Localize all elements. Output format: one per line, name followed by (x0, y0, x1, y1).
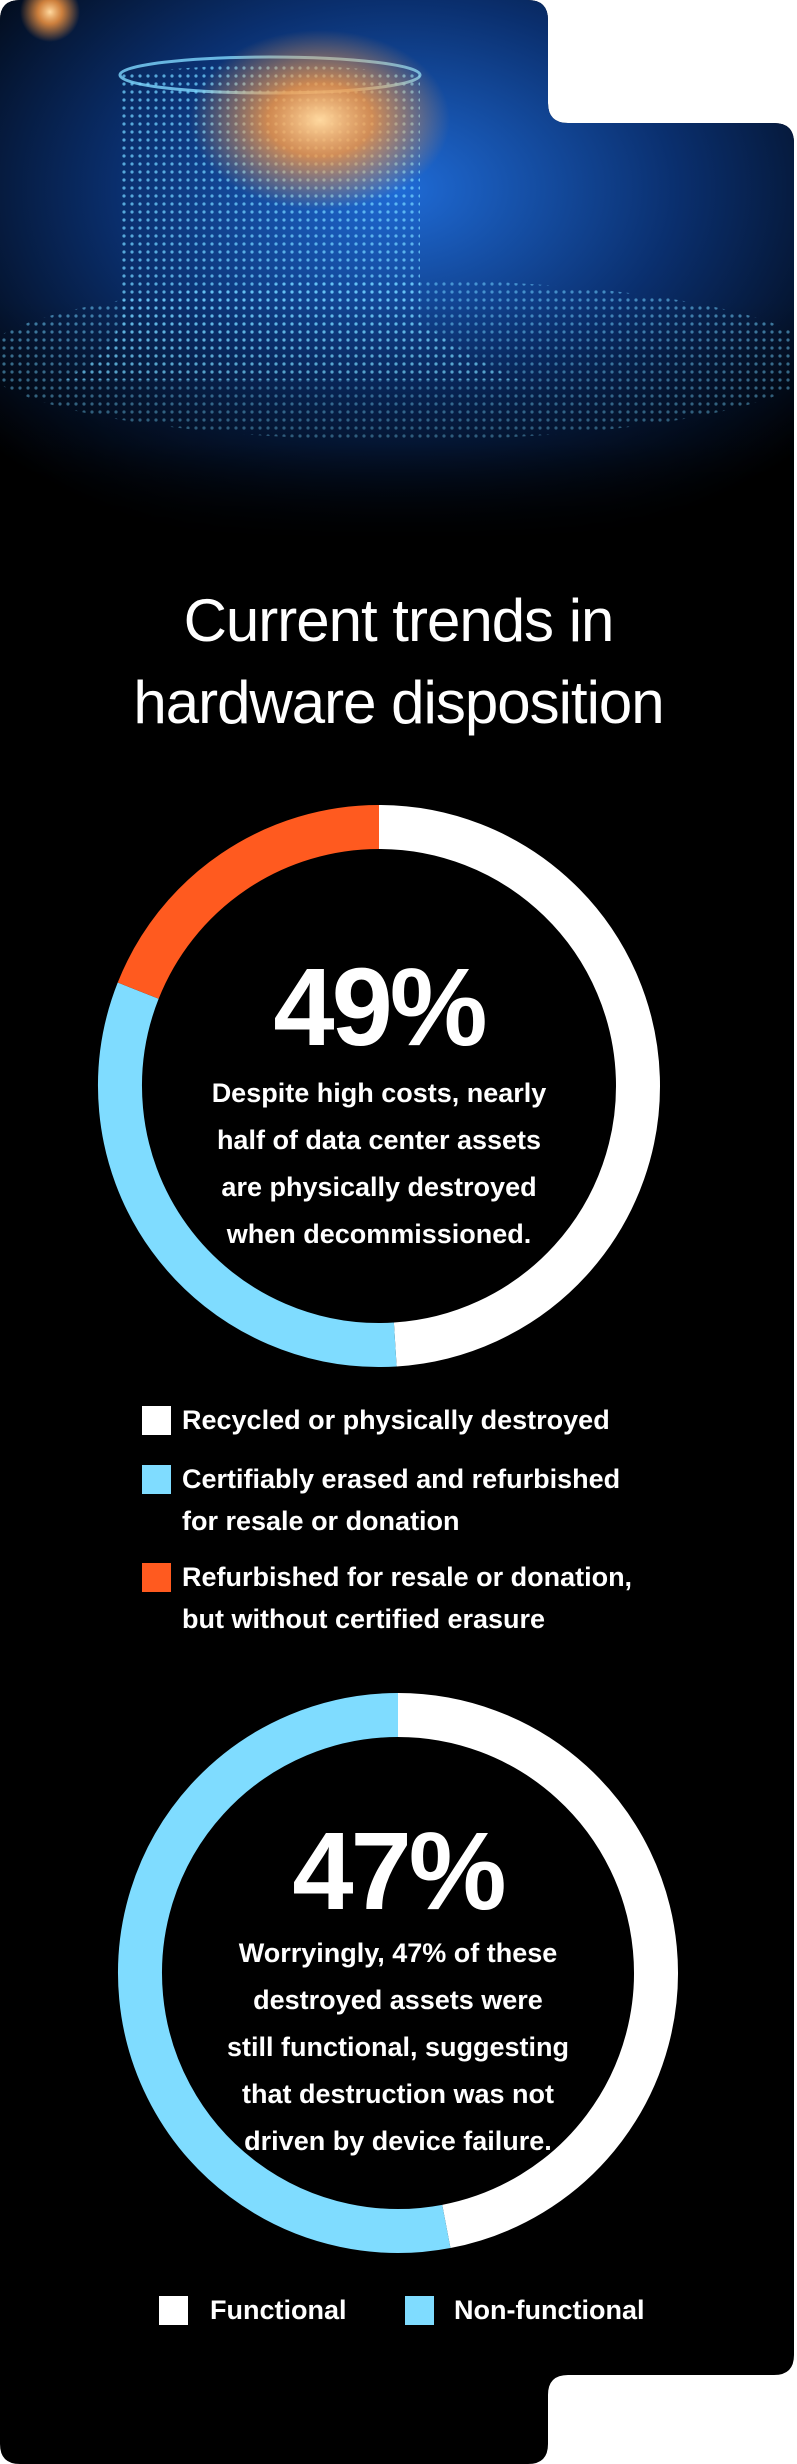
legend-swatch (142, 1465, 171, 1494)
legend-swatch (405, 2296, 434, 2325)
legend-label: Certifiably erased and refurbished for r… (182, 1464, 621, 1536)
center-description: Despite high costs, nearly half of data … (211, 1078, 547, 1249)
legend-swatch (142, 1406, 171, 1435)
donut-segment (118, 1693, 451, 2253)
donut-segment (98, 982, 397, 1367)
donut-segment (117, 805, 380, 999)
donut-segment (397, 1693, 678, 2249)
donut-segment (378, 805, 660, 1367)
center-value: 49% (273, 946, 487, 1069)
legend-label: Refurbished for resale or donation, but … (182, 1562, 633, 1634)
page-title: Current trends in hardware disposition (133, 587, 664, 736)
legend-label: Non-functional (454, 2295, 645, 2325)
center-description: Worryingly, 47% of these destroyed asset… (226, 1938, 569, 2156)
legend-swatch (142, 1563, 171, 1592)
legend-swatch (159, 2296, 188, 2325)
legend-label: Functional (210, 2295, 347, 2325)
center-value: 47% (292, 1810, 506, 1933)
legend-label: Recycled or physically destroyed (182, 1405, 610, 1435)
